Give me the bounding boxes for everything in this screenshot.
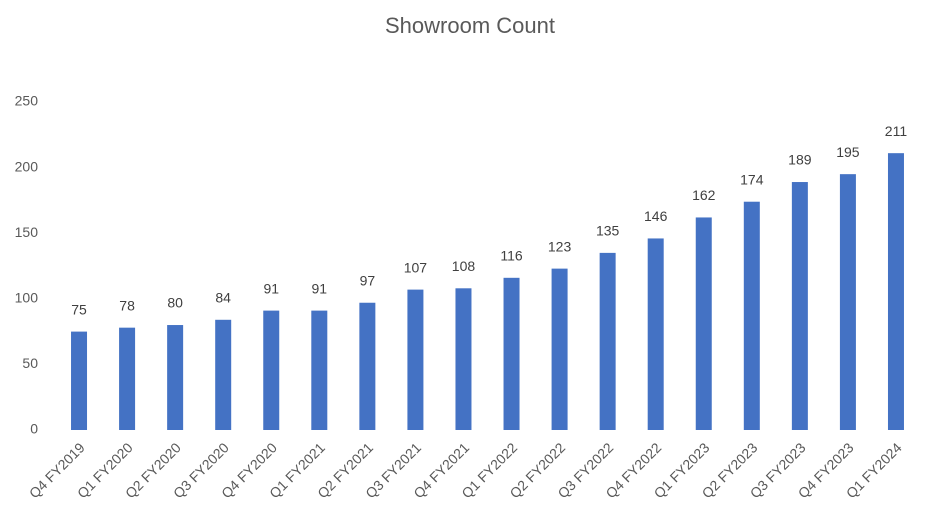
bar (887, 153, 904, 430)
data-label: 91 (263, 280, 279, 296)
y-tick-label: 250 (15, 93, 39, 109)
y-tick-label: 150 (15, 224, 39, 240)
bar (839, 174, 856, 430)
bar (599, 252, 616, 430)
bar (455, 288, 472, 430)
bar (167, 325, 184, 430)
data-label: 195 (836, 144, 860, 160)
y-tick-label: 100 (15, 290, 39, 306)
bar (551, 268, 568, 430)
bar (311, 310, 328, 430)
bar (71, 331, 88, 430)
bar (695, 217, 712, 430)
bar (791, 182, 808, 430)
data-label: 116 (500, 248, 523, 264)
data-label: 80 (167, 295, 183, 311)
y-tick-label: 0 (30, 421, 38, 437)
data-label: 174 (740, 171, 764, 187)
chart-title: Showroom Count (385, 13, 555, 38)
bar (359, 302, 376, 430)
data-label: 189 (788, 152, 812, 168)
data-label: 97 (360, 272, 376, 288)
data-label: 107 (404, 259, 428, 275)
bar (503, 277, 520, 430)
data-label: 123 (548, 238, 572, 254)
bar (263, 310, 280, 430)
data-label: 135 (596, 223, 620, 239)
y-tick-label: 200 (15, 158, 39, 174)
bar (647, 238, 664, 430)
data-label: 84 (215, 289, 231, 305)
data-label: 108 (452, 258, 476, 274)
data-label: 78 (119, 297, 135, 313)
bar (743, 201, 760, 430)
bar (119, 327, 136, 430)
y-tick-label: 50 (22, 355, 38, 371)
bar (407, 289, 424, 430)
data-label: 75 (71, 301, 87, 317)
bar (215, 319, 232, 430)
data-label: 146 (644, 208, 668, 224)
data-label: 91 (312, 280, 328, 296)
data-label: 211 (885, 123, 908, 139)
data-label: 162 (692, 187, 716, 203)
